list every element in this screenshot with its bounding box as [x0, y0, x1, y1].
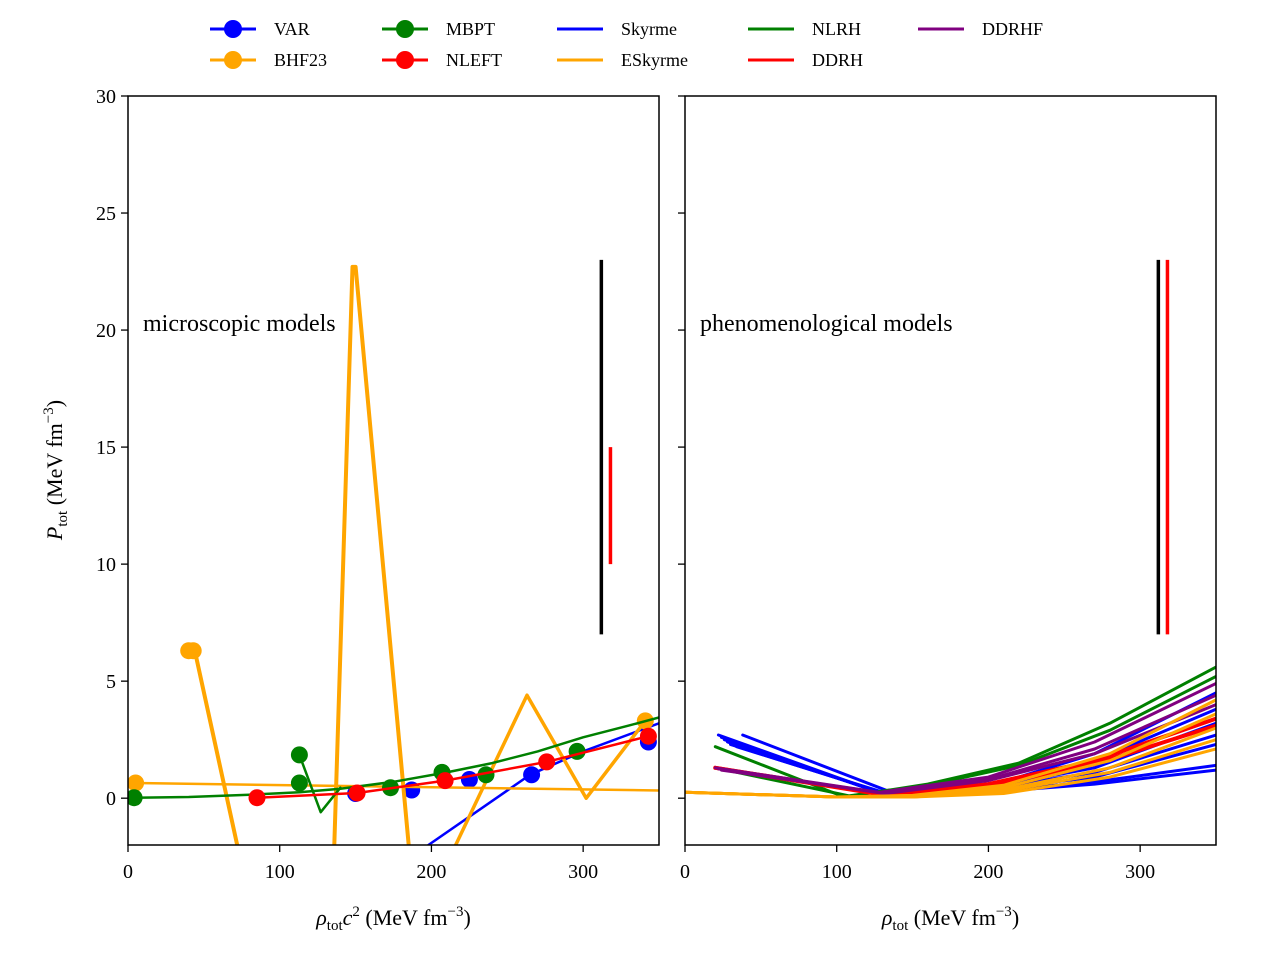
plot-area: [685, 259, 1216, 799]
legend-item-bhf23: BHF23: [210, 50, 327, 70]
series-line-eskyrme: [685, 698, 1216, 799]
data-point-mbpt: [568, 742, 586, 760]
plot-area: [128, 259, 659, 845]
legend-item-nlrh: NLRH: [748, 19, 861, 39]
y-tick-label: 25: [96, 203, 116, 225]
data-point-nleft: [348, 784, 366, 802]
y-tick-label: 30: [96, 86, 116, 108]
series-line-var: [427, 722, 659, 845]
data-point-mbpt: [477, 766, 495, 784]
data-point-nleft: [248, 789, 266, 807]
legend-label: Skyrme: [621, 19, 677, 39]
series-line-nlrh: [713, 665, 1216, 799]
legend-marker: [224, 20, 242, 38]
legend-label: DDRHF: [982, 19, 1043, 39]
series-line-bhf23: [332, 264, 411, 845]
series-line-mbpt: [132, 716, 659, 799]
x-tick-label: 300: [568, 861, 598, 883]
data-point-nleft: [436, 772, 454, 790]
legend-label: ESkyrme: [621, 50, 688, 70]
series-line-bhf23: [186, 648, 240, 845]
panel-phenomenological: 0 100 200 300 phenomenological models ρtot (M…: [678, 95, 1217, 934]
legend-label: NLRH: [812, 19, 861, 39]
panel-microscopic: 0 100 200 300 0 5 10 15 20 25 30 microscopic models…: [96, 86, 660, 934]
axes-frame: [127, 95, 660, 846]
x-tick-label: 100: [265, 861, 295, 883]
y-tick-label: 20: [96, 320, 116, 342]
series-line-mbpt: [298, 753, 342, 814]
panel-annotation: phenomenological models: [700, 311, 953, 337]
data-point-nleft: [639, 727, 657, 745]
legend-item-eskyrme: ESkyrme: [557, 50, 688, 70]
legend-item-skyrme: Skyrme: [557, 19, 677, 39]
data-point-mbpt: [290, 774, 308, 792]
legend-marker: [224, 51, 242, 69]
legend-marker: [396, 51, 414, 69]
legend-label: DDRH: [812, 50, 863, 70]
y-axis-label-text: Ptot (MeV fm−3): [41, 400, 71, 541]
y-tick-label: 5: [106, 671, 116, 693]
legend-item-nleft: NLEFT: [382, 50, 502, 70]
data-point-nleft: [538, 753, 556, 771]
x-tick-label: 0: [680, 861, 690, 883]
legend-item-ddrhf: DDRHF: [918, 19, 1043, 39]
series-line-nlrh: [713, 675, 1216, 798]
x-tick-label: 200: [416, 861, 446, 883]
y-axis-label: Ptot (MeV fm−3): [41, 400, 71, 541]
legend-label: NLEFT: [446, 50, 502, 70]
axes-frame: [684, 95, 1217, 846]
panel-annotation: microscopic models: [143, 311, 336, 337]
x-tick-label: 0: [123, 861, 133, 883]
x-axis-label: ρtotc2 (MeV fm−3): [315, 904, 471, 934]
series-line-ddrhf: [719, 703, 1216, 795]
y-tick-label: 15: [96, 437, 116, 459]
legend: VAR BHF23 MBPT NLEFT Skyrme ESkyrme NLRH DDRH DD…: [210, 19, 1043, 70]
legend-label: VAR: [274, 19, 310, 39]
legend-marker: [396, 20, 414, 38]
legend-item-mbpt: MBPT: [382, 19, 495, 39]
legend-item-var: VAR: [210, 19, 310, 39]
legend-item-ddrh: DDRH: [748, 50, 863, 70]
data-point-var: [460, 771, 478, 788]
x-tick-label: 200: [973, 861, 1003, 883]
x-tick-label: 300: [1125, 861, 1155, 883]
legend-label: BHF23: [274, 50, 327, 70]
y-tick-label: 10: [96, 554, 116, 576]
legend-label: MBPT: [446, 19, 495, 39]
x-tick-label: 100: [822, 861, 852, 883]
y-tick-label: 0: [106, 788, 116, 810]
x-axis-label: ρtot (MeV fm−3): [881, 904, 1019, 934]
